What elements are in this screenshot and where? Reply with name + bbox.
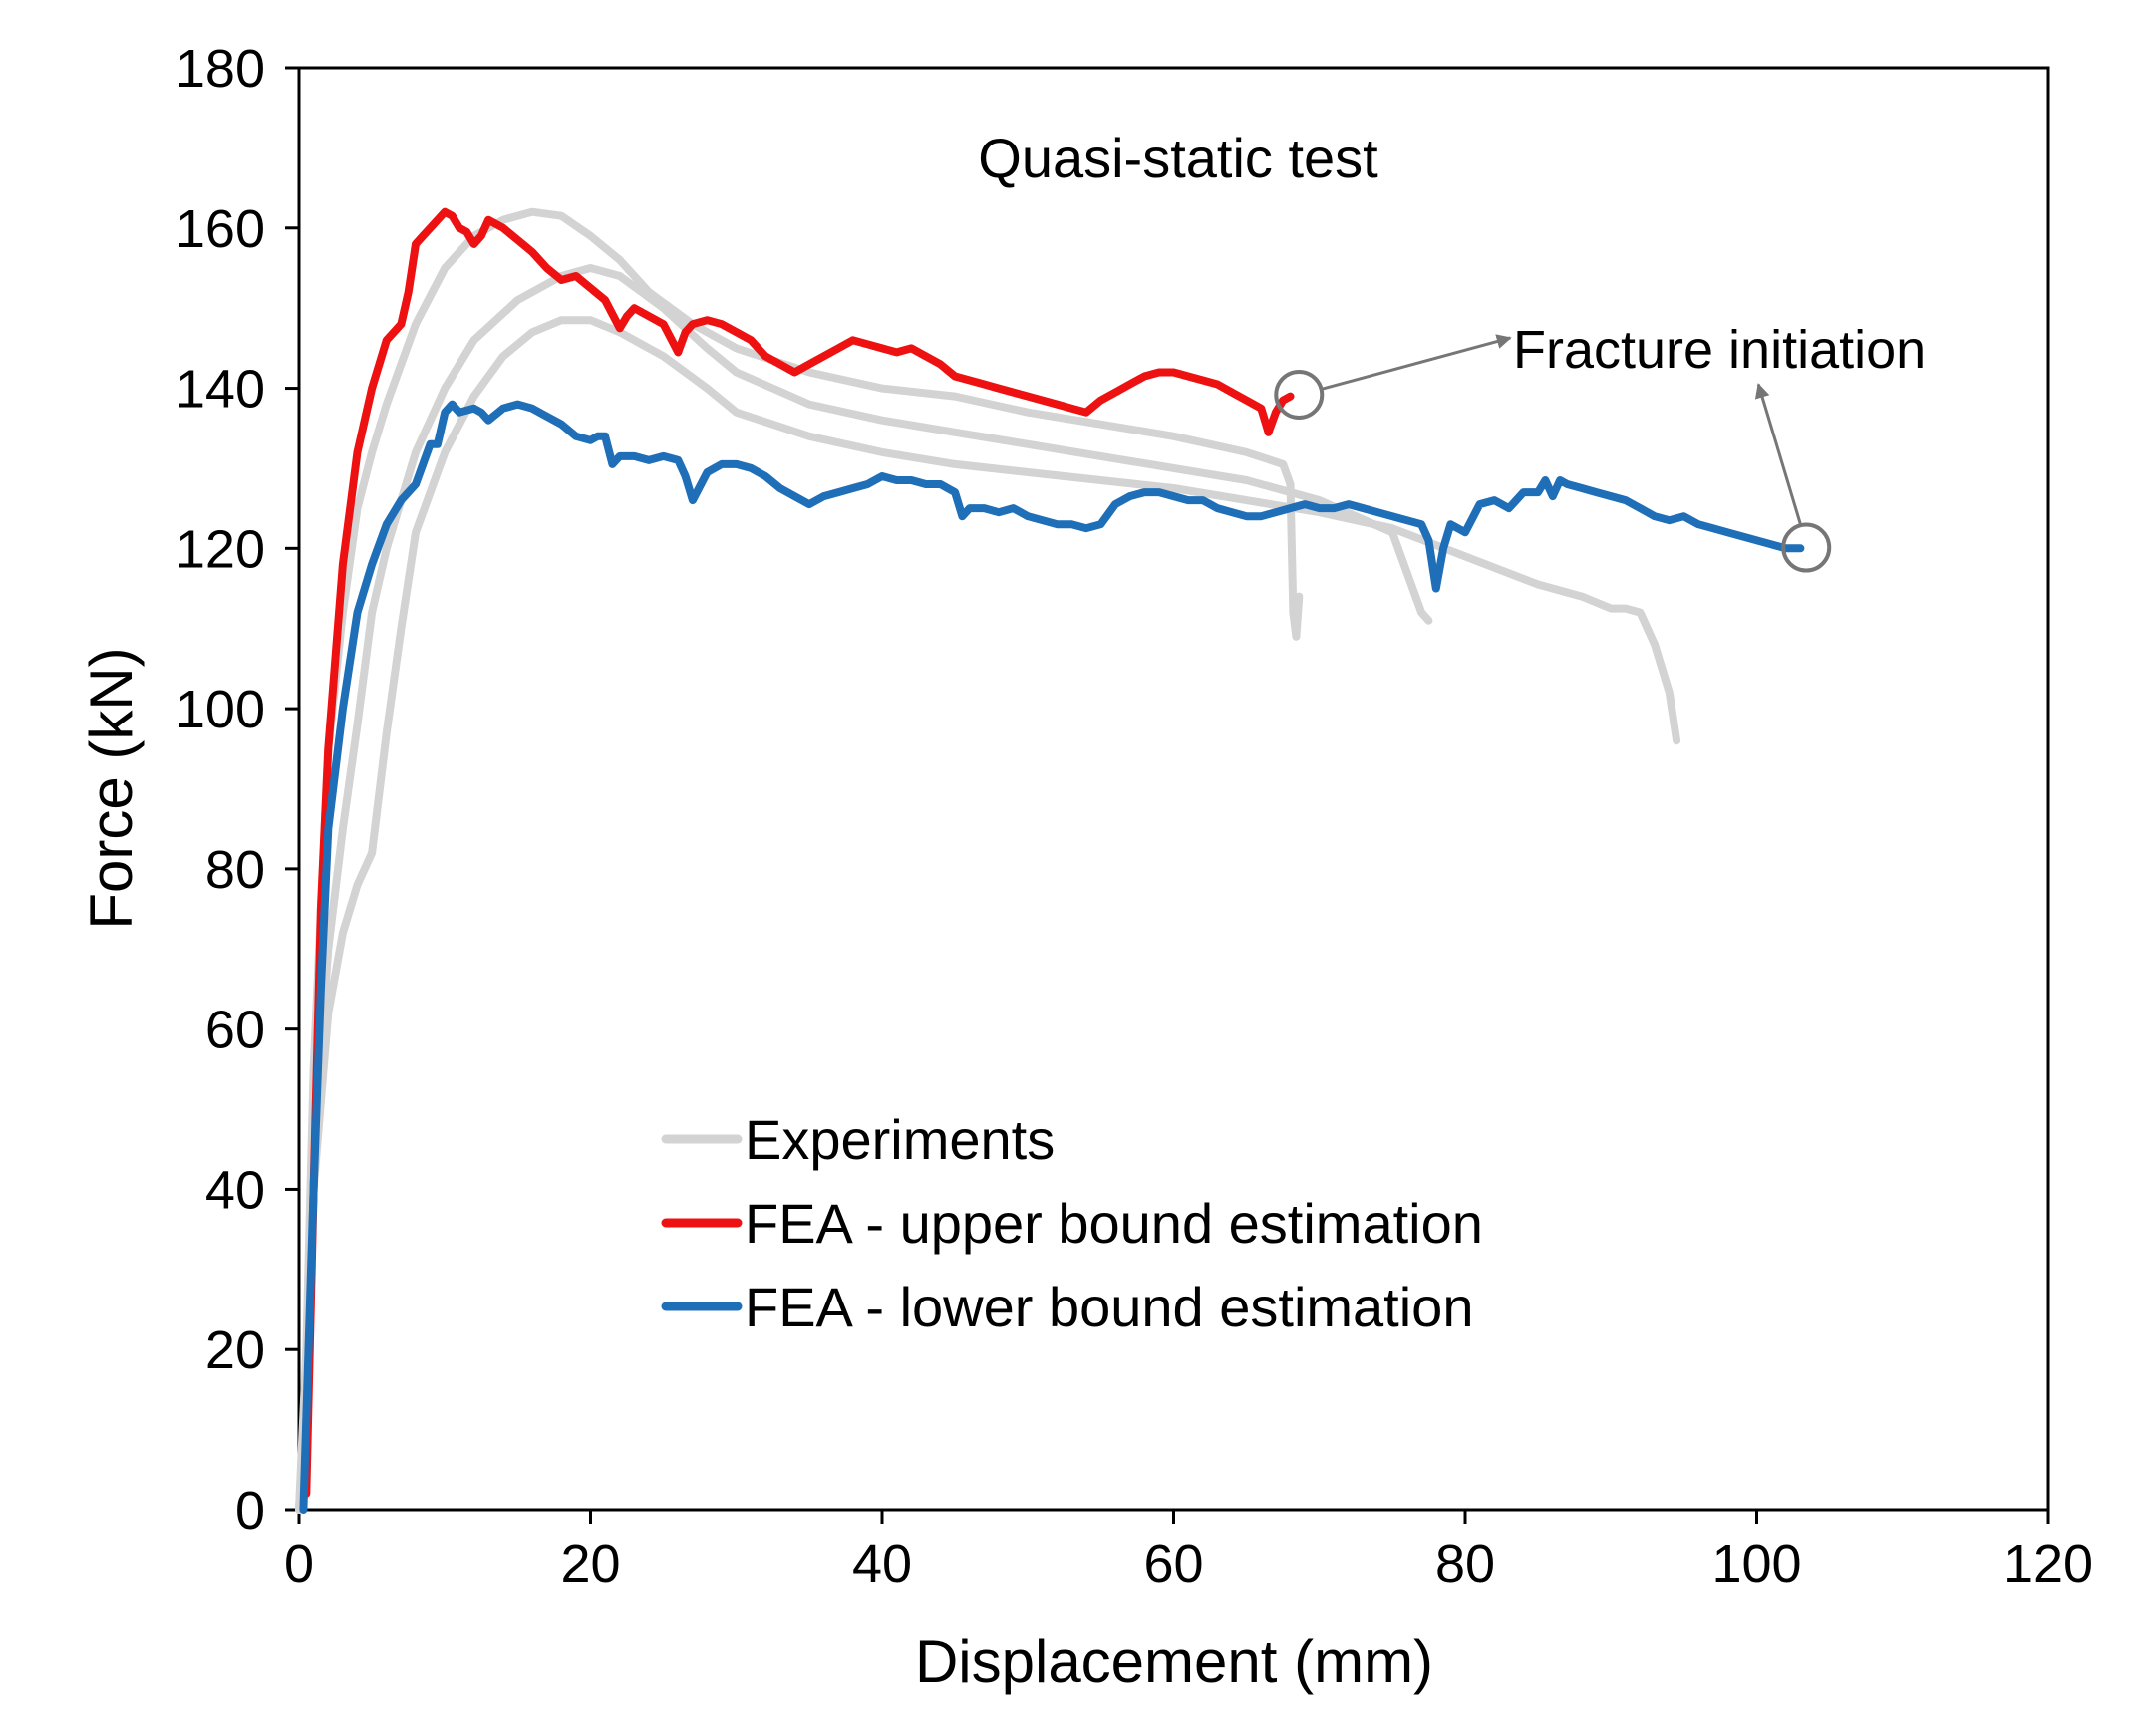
fracture-arrow-upper: [1322, 334, 1512, 391]
y-tick-label: 80: [205, 840, 265, 900]
y-tick-label: 40: [205, 1160, 265, 1220]
series-line-experiments-2: [295, 316, 1681, 1514]
y-axis-title: Force (kN): [78, 647, 145, 929]
y-tick-label: 20: [205, 1320, 265, 1380]
x-tick-label: 60: [1143, 1534, 1203, 1593]
y-tick-label: 180: [175, 39, 265, 99]
y-tick-label: 160: [175, 199, 265, 259]
y-tick-label: 140: [175, 360, 265, 420]
x-tick-label: 100: [1711, 1534, 1801, 1593]
x-tick-label: 80: [1435, 1534, 1495, 1593]
x-tick-label: 40: [852, 1534, 912, 1593]
x-tick-label: 0: [284, 1534, 314, 1593]
fracture-arrow-lower: [1754, 383, 1802, 524]
x-axis-title: Displacement (mm): [915, 1628, 1433, 1695]
x-tick-label: 120: [2003, 1534, 2093, 1593]
series-line-experiments-1: [295, 264, 1433, 1514]
legend-label-experiments: Experiments: [745, 1108, 1055, 1171]
series-line-fea-upper-bound-estimation-3: [302, 207, 1295, 1498]
y-tick-label: 0: [235, 1481, 265, 1541]
fracture-marker-circle: [1781, 522, 1832, 573]
fracture-marker-circle: [1274, 369, 1325, 420]
series-layer: [295, 207, 1805, 1514]
chart-title: Quasi-static test: [978, 127, 1378, 189]
series-line-experiments-0: [295, 207, 1304, 1514]
y-tick-label: 120: [175, 519, 265, 579]
series-line-fea-lower-bound-estimation-4: [299, 400, 1805, 1514]
legend-label-fea-lower: FEA - lower bound estimation: [745, 1276, 1473, 1338]
legend-label-fea-upper: FEA - upper bound estimation: [745, 1192, 1483, 1255]
x-axis: 0 20 40 60 80 100 120: [284, 1508, 2093, 1593]
fracture-initiation-label: Fracture initiation: [1513, 320, 1926, 380]
y-axis: 0 20 40 60 80 100 120 140 160 180: [175, 39, 301, 1541]
annotation-layer: [1274, 334, 1832, 573]
x-tick-label: 20: [560, 1534, 620, 1593]
y-tick-label: 100: [175, 680, 265, 739]
legend: Experiments FEA - upper bound estimation…: [661, 1108, 1483, 1338]
y-tick-label: 60: [205, 1001, 265, 1060]
